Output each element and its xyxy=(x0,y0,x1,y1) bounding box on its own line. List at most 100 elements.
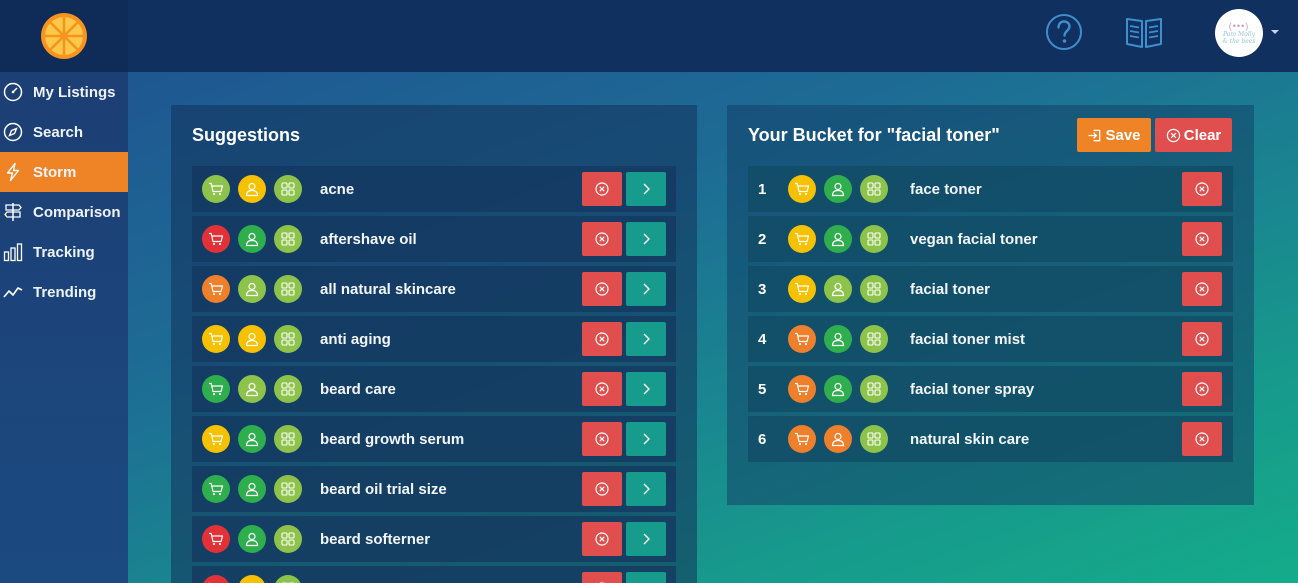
user-icon[interactable] xyxy=(238,275,266,303)
add-to-bucket-button[interactable] xyxy=(626,272,666,306)
cart-icon[interactable] xyxy=(788,375,816,403)
cart-icon[interactable] xyxy=(202,425,230,453)
chevron-right-icon xyxy=(643,233,650,245)
app-logo[interactable] xyxy=(0,0,128,72)
add-to-bucket-button[interactable] xyxy=(626,572,666,583)
close-circle-icon xyxy=(1166,128,1180,142)
cart-icon[interactable] xyxy=(202,325,230,353)
avatar[interactable]: (•••) Pam Molly & the bees xyxy=(1215,9,1263,57)
add-to-bucket-button[interactable] xyxy=(626,172,666,206)
grid-icon[interactable] xyxy=(274,425,302,453)
sidebar-item-trending[interactable]: Trending xyxy=(0,272,128,312)
remove-button[interactable] xyxy=(582,172,622,206)
grid-icon[interactable] xyxy=(860,175,888,203)
grid-icon[interactable] xyxy=(860,425,888,453)
add-to-bucket-button[interactable] xyxy=(626,222,666,256)
sidebar-item-tracking[interactable]: Tracking xyxy=(0,232,128,272)
bucket-panel: Your Bucket for "facial toner" Save Clea… xyxy=(727,105,1254,505)
remove-button[interactable] xyxy=(1182,422,1222,456)
user-icon[interactable] xyxy=(238,175,266,203)
bucket-row: 2 vegan facial toner xyxy=(748,216,1233,262)
close-circle-icon xyxy=(1195,182,1209,196)
grid-icon[interactable] xyxy=(274,575,302,583)
bucket-row: 3 facial toner xyxy=(748,266,1233,312)
row-number: 3 xyxy=(758,280,767,298)
chevron-right-icon xyxy=(643,483,650,495)
remove-button[interactable] xyxy=(582,222,622,256)
sidebar-item-storm[interactable]: Storm xyxy=(0,152,128,192)
remove-button[interactable] xyxy=(582,272,622,306)
user-icon[interactable] xyxy=(238,225,266,253)
keyword-label: natural skin care xyxy=(910,430,1030,448)
sidebar-item-search[interactable]: Search xyxy=(0,112,128,152)
cart-icon[interactable] xyxy=(202,475,230,503)
remove-button[interactable] xyxy=(582,522,622,556)
remove-button[interactable] xyxy=(1182,322,1222,356)
cart-icon[interactable] xyxy=(788,325,816,353)
add-to-bucket-button[interactable] xyxy=(626,522,666,556)
user-icon[interactable] xyxy=(824,275,852,303)
remove-button[interactable] xyxy=(582,422,622,456)
user-icon[interactable] xyxy=(824,175,852,203)
grid-icon[interactable] xyxy=(274,525,302,553)
user-icon[interactable] xyxy=(238,575,266,583)
suggestion-row: beard growth serum xyxy=(192,416,676,462)
grid-icon[interactable] xyxy=(274,275,302,303)
lightning-icon xyxy=(2,161,24,183)
grid-icon[interactable] xyxy=(274,375,302,403)
remove-button[interactable] xyxy=(582,372,622,406)
add-to-bucket-button[interactable] xyxy=(626,472,666,506)
add-to-bucket-button[interactable] xyxy=(626,372,666,406)
user-icon[interactable] xyxy=(824,375,852,403)
user-icon[interactable] xyxy=(238,475,266,503)
help-icon[interactable] xyxy=(1044,12,1084,52)
grid-icon[interactable] xyxy=(860,275,888,303)
chevron-right-icon xyxy=(643,283,650,295)
cart-icon[interactable] xyxy=(202,575,230,583)
user-icon[interactable] xyxy=(238,325,266,353)
add-to-bucket-button[interactable] xyxy=(626,422,666,456)
cart-icon[interactable] xyxy=(202,375,230,403)
suggestions-panel: Suggestions acne aftershave oil all natura… xyxy=(171,105,697,583)
cart-icon[interactable] xyxy=(788,225,816,253)
remove-button[interactable] xyxy=(1182,222,1222,256)
user-icon[interactable] xyxy=(824,325,852,353)
remove-button[interactable] xyxy=(1182,372,1222,406)
book-icon[interactable] xyxy=(1124,12,1164,52)
sidebar-item-label: Trending xyxy=(33,283,97,301)
cart-icon[interactable] xyxy=(202,275,230,303)
cart-icon[interactable] xyxy=(788,175,816,203)
cart-icon[interactable] xyxy=(202,175,230,203)
remove-button[interactable] xyxy=(1182,172,1222,206)
remove-button[interactable] xyxy=(582,322,622,356)
grid-icon[interactable] xyxy=(860,325,888,353)
user-icon[interactable] xyxy=(238,375,266,403)
cart-icon[interactable] xyxy=(202,525,230,553)
sidebar-item-label: Comparison xyxy=(33,203,121,221)
grid-icon[interactable] xyxy=(274,475,302,503)
user-icon[interactable] xyxy=(824,425,852,453)
grid-icon[interactable] xyxy=(274,325,302,353)
sidebar-item-comparison[interactable]: Comparison xyxy=(0,192,128,232)
sidebar-item-my-listings[interactable]: My Listings xyxy=(0,72,128,112)
save-button[interactable]: Save xyxy=(1077,118,1151,152)
grid-icon[interactable] xyxy=(860,375,888,403)
keyword-label: facial toner mist xyxy=(910,330,1026,348)
remove-button[interactable] xyxy=(582,472,622,506)
remove-button[interactable] xyxy=(1182,272,1222,306)
add-to-bucket-button[interactable] xyxy=(626,322,666,356)
cart-icon[interactable] xyxy=(788,275,816,303)
user-icon[interactable] xyxy=(238,525,266,553)
grid-icon[interactable] xyxy=(274,175,302,203)
cart-icon[interactable] xyxy=(202,225,230,253)
chevron-down-icon[interactable] xyxy=(1271,30,1279,34)
user-icon[interactable] xyxy=(824,225,852,253)
grid-icon[interactable] xyxy=(274,225,302,253)
bucket-row: 4 facial toner mist xyxy=(748,316,1233,362)
keyword-label: face toner xyxy=(910,180,982,198)
remove-button[interactable] xyxy=(582,572,622,583)
cart-icon[interactable] xyxy=(788,425,816,453)
user-icon[interactable] xyxy=(238,425,266,453)
grid-icon[interactable] xyxy=(860,225,888,253)
clear-button[interactable]: Clear xyxy=(1155,118,1232,152)
